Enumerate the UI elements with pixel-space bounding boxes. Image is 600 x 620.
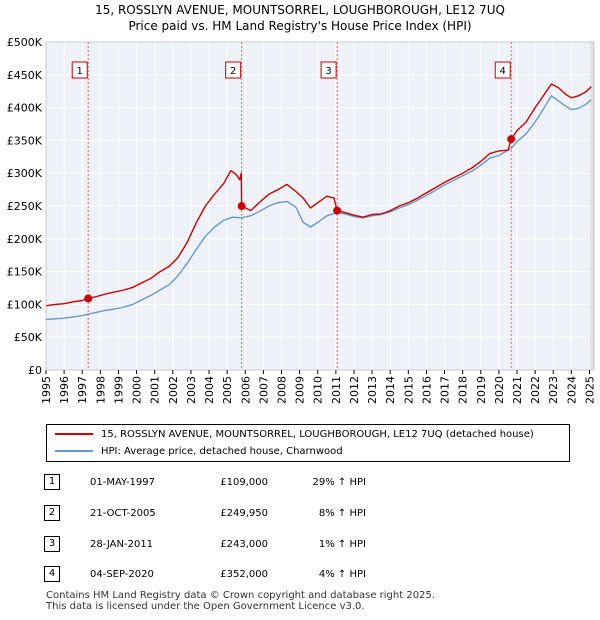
x-tick-label: 2025 bbox=[583, 376, 596, 404]
x-tick-label: 2006 bbox=[239, 376, 252, 404]
x-tick-label: 2018 bbox=[457, 376, 470, 404]
marker-badge bbox=[225, 61, 242, 79]
x-tick-label: 2020 bbox=[493, 376, 506, 404]
footer-line-1: Contains HM Land Registry data © Crown c… bbox=[46, 590, 435, 601]
transaction-date: 01-MAY-1997 bbox=[90, 477, 156, 488]
transaction-hpi: 4% ↑ HPI bbox=[318, 569, 366, 580]
y-tick-label: £350K bbox=[7, 134, 43, 147]
sale-point bbox=[237, 202, 246, 211]
sale-point bbox=[507, 135, 516, 144]
price-chart: £0 £50K £100K £150K £200K £250K £300K £350K £400… bbox=[7, 36, 597, 404]
x-tick-label: 2014 bbox=[384, 376, 397, 404]
y-tick-label: £300K bbox=[7, 167, 43, 180]
legend-item-hpi: HPI: Average price, detached house, Char… bbox=[55, 444, 343, 460]
legend-label-hpi: HPI: Average price, detached house, Char… bbox=[101, 446, 343, 457]
x-tick-label: 2011 bbox=[330, 376, 343, 404]
x-tick-label: 2015 bbox=[402, 376, 415, 404]
y-tick-label: £100K bbox=[7, 298, 43, 311]
footer-attribution: Contains HM Land Registry data © Crown c… bbox=[46, 590, 435, 612]
transaction-price: £249,950 bbox=[220, 508, 268, 519]
transaction-price: £352,000 bbox=[220, 569, 268, 580]
marker-badge-label: 1 bbox=[77, 66, 83, 77]
x-tick-label: 2007 bbox=[257, 376, 270, 404]
legend-swatch-property bbox=[55, 433, 93, 435]
marker-badge-label: 3 bbox=[325, 66, 331, 77]
marker-badge bbox=[494, 61, 511, 79]
x-tick-label: 2023 bbox=[547, 376, 560, 404]
x-tick-label: 2024 bbox=[565, 376, 578, 404]
x-tick-label: 2022 bbox=[529, 376, 542, 404]
x-tick-label: 2000 bbox=[131, 376, 144, 404]
x-tick-label: 2019 bbox=[475, 376, 488, 404]
transaction-price: £243,000 bbox=[220, 539, 268, 550]
x-tick-label: 2021 bbox=[511, 376, 524, 404]
y-tick-label: £400K bbox=[7, 102, 43, 115]
x-tick-label: 2017 bbox=[439, 376, 452, 404]
transaction-date: 04-SEP-2020 bbox=[90, 569, 154, 580]
marker-badge-label: 2 bbox=[230, 66, 236, 77]
transaction-date: 28-JAN-2011 bbox=[90, 539, 154, 550]
x-tick-label: 2001 bbox=[149, 376, 162, 404]
x-tick-label: 2008 bbox=[276, 376, 289, 404]
legend-swatch-hpi bbox=[55, 450, 93, 452]
x-tick-label: 2003 bbox=[185, 376, 198, 404]
transaction-price: £109,000 bbox=[220, 477, 268, 488]
y-tick-label: £0 bbox=[28, 364, 42, 377]
y-tick-label: £50K bbox=[14, 331, 43, 344]
transaction-hpi: 1% ↑ HPI bbox=[318, 539, 366, 550]
transaction-number: 3 bbox=[44, 536, 60, 552]
x-tick-label: 2004 bbox=[203, 376, 216, 404]
y-tick-label: £250K bbox=[7, 200, 43, 213]
x-tick-label: 2002 bbox=[167, 376, 180, 404]
series-line-hpi bbox=[45, 95, 592, 321]
marker-badge-label: 4 bbox=[500, 66, 506, 77]
footer-line-2: This data is licensed under the Open Gov… bbox=[46, 601, 365, 612]
transaction-number: 1 bbox=[44, 474, 60, 490]
plot-frame bbox=[45, 41, 595, 371]
sale-point bbox=[84, 294, 93, 303]
sale-point bbox=[333, 206, 342, 215]
transaction-number: 4 bbox=[44, 566, 60, 582]
chart-subtitle: Price paid vs. HM Land Registry's House … bbox=[128, 19, 472, 33]
x-tick-label: 2013 bbox=[366, 376, 379, 404]
transaction-hpi: 8% ↑ HPI bbox=[318, 508, 366, 519]
chart-title: 15, ROSSLYN AVENUE, MOUNTSORREL, LOUGHBO… bbox=[95, 3, 505, 17]
x-tick-label: 1996 bbox=[58, 376, 71, 404]
marker-badge bbox=[71, 61, 88, 79]
x-tick-label: 2016 bbox=[420, 376, 433, 404]
x-tick-label: 2012 bbox=[348, 376, 361, 404]
legend-item-property: 15, ROSSLYN AVENUE, MOUNTSORREL, LOUGHBO… bbox=[55, 427, 534, 443]
x-tick-label: 1997 bbox=[76, 376, 89, 404]
x-tick-label: 1998 bbox=[94, 376, 107, 404]
chart-legend: 15, ROSSLYN AVENUE, MOUNTSORREL, LOUGHBO… bbox=[46, 424, 570, 462]
transaction-number: 2 bbox=[44, 505, 60, 521]
x-tick-label: 1999 bbox=[112, 376, 125, 404]
x-tick-label: 1995 bbox=[40, 376, 53, 404]
x-tick-label: 2009 bbox=[294, 376, 307, 404]
x-tick-label: 2010 bbox=[312, 376, 325, 404]
y-tick-label: £200K bbox=[7, 233, 43, 246]
legend-label-property: 15, ROSSLYN AVENUE, MOUNTSORREL, LOUGHBO… bbox=[101, 429, 534, 440]
transaction-hpi: 29% ↑ HPI bbox=[312, 477, 366, 488]
marker-badge bbox=[320, 61, 337, 79]
x-tick-label: 2005 bbox=[221, 376, 234, 404]
future-region bbox=[589, 42, 594, 370]
y-tick-label: £150K bbox=[7, 266, 43, 279]
transaction-date: 21-OCT-2005 bbox=[90, 508, 156, 519]
y-tick-label: £450K bbox=[7, 69, 43, 82]
y-tick-label: £500K bbox=[7, 36, 43, 49]
